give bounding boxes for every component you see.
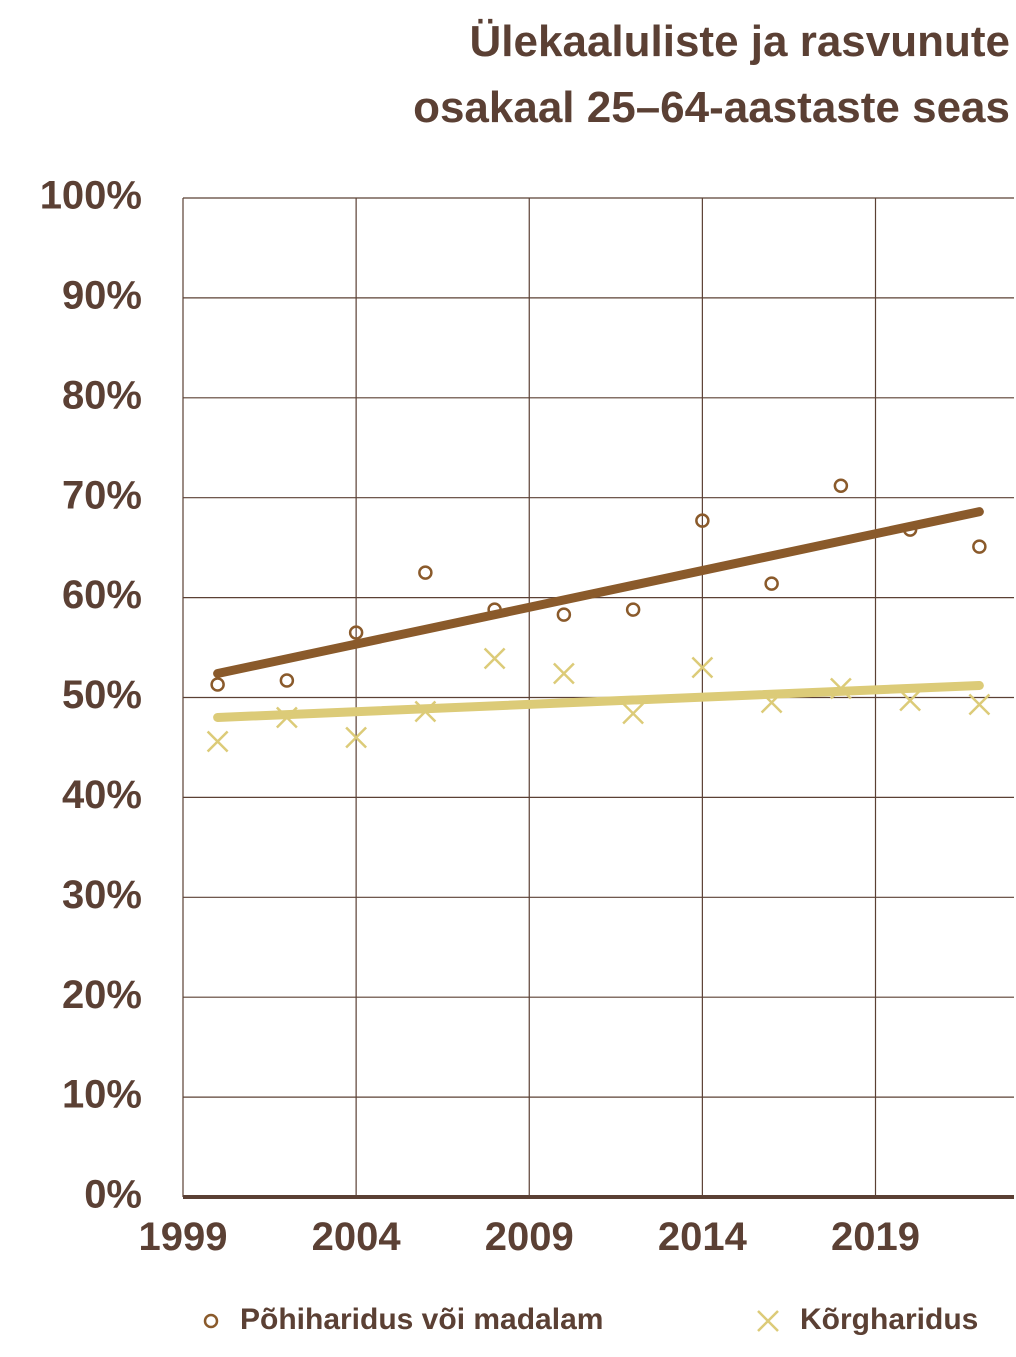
trend-line [213,507,984,679]
y-tick-label: 20% [62,973,142,1017]
point [764,576,779,591]
point [206,730,229,753]
y-tick-label: 90% [62,273,142,317]
y-tick-label: 30% [62,873,142,917]
point [210,677,225,692]
legend-marker [757,1310,779,1332]
y-tick-label: 50% [62,673,142,717]
legend-marker [203,1313,219,1329]
point [487,602,502,617]
point [902,522,918,537]
x-tick-label: 2009 [485,1215,574,1259]
point [348,625,364,640]
y-tick-label: 100% [40,174,142,218]
point [418,565,433,580]
point [691,656,714,679]
y-tick-label: 0% [84,1173,142,1217]
y-tick-label: 70% [62,473,142,517]
x-tick-label: 1999 [139,1215,228,1259]
y-tick-label: 10% [62,1073,142,1117]
point [833,478,849,493]
point [695,513,710,528]
y-tick-label: 40% [62,773,142,817]
point [552,662,575,685]
y-tick-label: 80% [62,373,142,417]
point [279,673,295,688]
x-tick-label: 2004 [312,1215,402,1259]
legend-label: Põhiharidus või madalam [240,1303,603,1336]
point [345,726,368,749]
point [829,677,852,700]
y-tick-label: 60% [62,573,142,617]
point [972,539,987,554]
chart-title: Ülekaaluliste ja rasvunute [470,17,1010,66]
legend-label: Kõrgharidus [800,1303,978,1336]
x-tick-label: 2014 [658,1215,748,1259]
point [483,647,506,670]
point [899,689,922,712]
trend-line [213,681,984,722]
point [625,602,641,617]
point [414,700,437,723]
point [275,706,298,729]
point [760,691,783,714]
point [556,607,572,622]
chart-title: osakaal 25–64-aastaste seas [413,83,1010,132]
x-tick-label: 2019 [831,1215,920,1259]
point [622,702,645,725]
point [968,693,991,716]
